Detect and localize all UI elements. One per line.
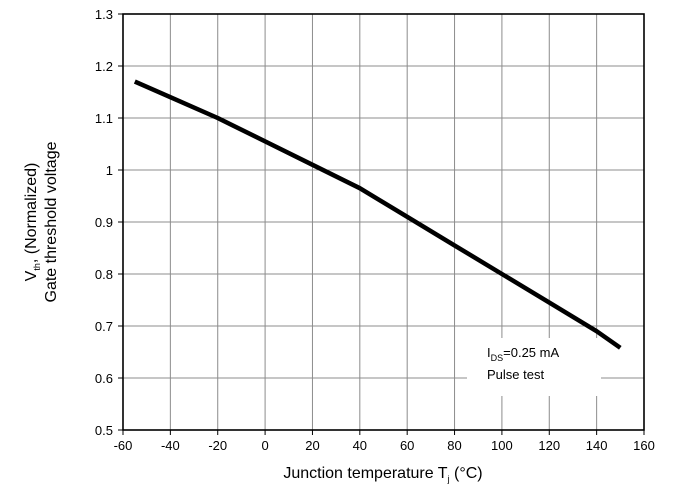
x-tick-label-10: 140 — [586, 438, 608, 453]
annotation-line-2: Pulse test — [487, 367, 544, 382]
x-tick-label-3: 0 — [261, 438, 268, 453]
x-tick-label-2: -20 — [208, 438, 227, 453]
y-tick-label-5: 1 — [106, 163, 113, 178]
x-tick-label-0: -60 — [114, 438, 133, 453]
x-tick-label-4: 20 — [305, 438, 319, 453]
x-tick-label-8: 100 — [491, 438, 513, 453]
annotation-line-1: IDS=0.25 mA — [487, 345, 559, 363]
x-axis-title: Junction temperature Tj (°C) — [283, 465, 482, 484]
x-tick-label-1: -40 — [161, 438, 180, 453]
y-tick-labels: 0.5 0.6 0.7 0.8 0.9 1 1.1 1.2 1.3 — [95, 7, 123, 438]
x-tick-label-5: 40 — [353, 438, 367, 453]
y-axis-title-line-2: Gate threshold voltage — [43, 141, 60, 302]
y-tick-label-1: 0.6 — [95, 371, 113, 386]
y-tick-label-6: 1.1 — [95, 111, 113, 126]
x-tick-label-7: 80 — [447, 438, 461, 453]
y-axis-title-line-1: Vth, (Normalized) — [23, 163, 42, 282]
y-tick-label-8: 1.3 — [95, 7, 113, 22]
data-line — [133, 79, 622, 350]
x-tick-labels: -60 -40 -20 0 20 40 60 80 100 120 140 160 — [114, 430, 655, 453]
x-tick-label-6: 60 — [400, 438, 414, 453]
x-tick-label-9: 120 — [538, 438, 560, 453]
y-tick-label-2: 0.7 — [95, 319, 113, 334]
x-tick-label-11: 160 — [633, 438, 655, 453]
y-tick-label-3: 0.8 — [95, 267, 113, 282]
y-tick-label-4: 0.9 — [95, 215, 113, 230]
y-tick-label-0: 0.5 — [95, 423, 113, 438]
y-tick-label-7: 1.2 — [95, 59, 113, 74]
annotation-box — [467, 338, 601, 396]
